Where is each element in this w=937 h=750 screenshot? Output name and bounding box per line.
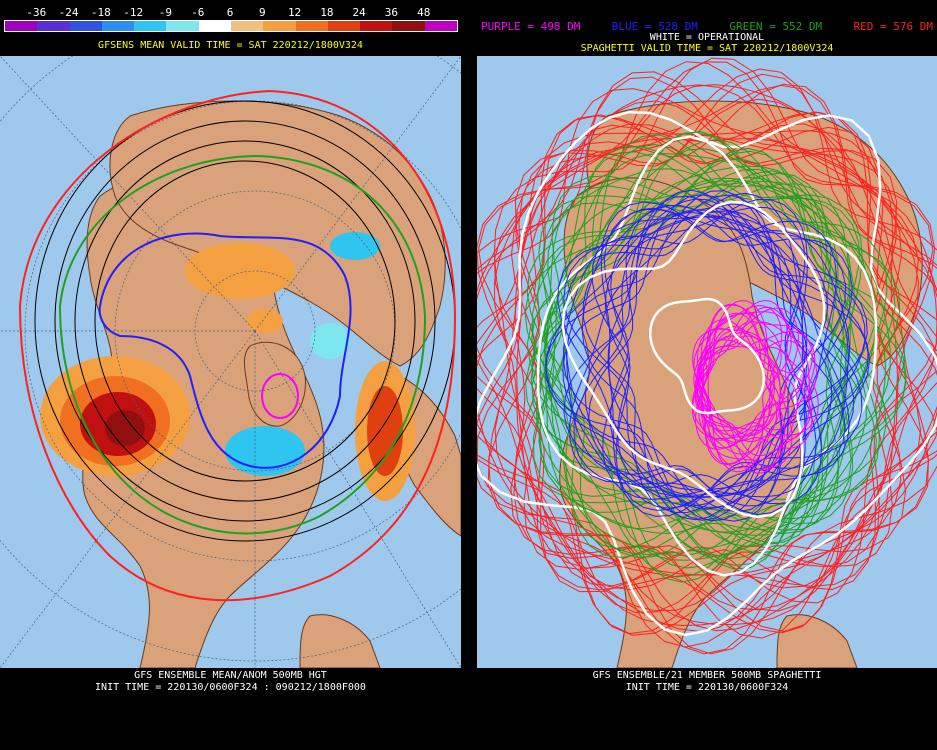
contour-498-member	[699, 339, 813, 449]
contour-576-red	[18, 89, 457, 602]
contour-498-member	[693, 312, 781, 473]
scale-tick-label: 36	[384, 6, 399, 19]
left-footer-line1: GFS ENSEMBLE MEAN/ANOM 500MB HGT	[134, 670, 327, 681]
panel-divider	[461, 0, 477, 750]
colorbar-swatch	[360, 21, 393, 31]
scale-tick-label: -6	[191, 6, 205, 19]
contour-576-member	[477, 61, 936, 593]
contour-498-member	[691, 304, 782, 455]
scale-tick-label: 9	[258, 6, 266, 19]
scale-tick-label: 12	[287, 6, 302, 19]
contour-528-blue	[98, 232, 352, 469]
contour-528-member	[562, 194, 822, 505]
contour-498-member	[701, 299, 788, 449]
legend-green: GREEN = 552 DM	[729, 20, 823, 33]
contour-498-member	[692, 311, 792, 440]
contour-498-member	[694, 321, 813, 432]
contour-498-member	[697, 339, 819, 443]
colorbar-swatch	[295, 21, 328, 31]
colorbar-swatch	[230, 21, 264, 31]
ensemble-mean-map	[0, 56, 461, 668]
contour-576-member	[477, 132, 937, 627]
left-title: GFSENS MEAN VALID TIME = SAT 220212/1800…	[98, 40, 363, 51]
contour-legend: PURPLE = 498 DM BLUE = 528 DM GREEN = 55…	[481, 20, 933, 33]
contour-552-green	[58, 154, 427, 535]
contour-528-member	[573, 210, 855, 495]
scale-tick-label: -36	[26, 6, 47, 19]
greenland-landmass	[243, 341, 306, 427]
contour-576-member	[493, 57, 937, 604]
right-footer-line1: GFS ENSEMBLE/21 MEMBER 500MB SPAGHETTI	[592, 670, 822, 681]
contour-528-member	[563, 198, 809, 522]
contour-576-member	[477, 61, 937, 591]
contour-576-member	[493, 84, 937, 611]
spaghetti-map	[477, 56, 937, 668]
contour-528-member	[545, 206, 807, 510]
scale-tick-label: -9	[158, 6, 173, 19]
contour-552-member	[538, 131, 888, 560]
contour-498-member	[694, 305, 783, 450]
operational-contour	[648, 297, 766, 415]
ensemble-mean-panel: -36 -24 -18 -12 -9 -6 6 9 12 18 24 36 48 GFSENS MEAN…	[0, 0, 461, 750]
spaghetti-member-lines	[477, 57, 937, 655]
spaghetti-panel: PURPLE = 498 DM BLUE = 528 DM GREEN = 55…	[477, 0, 937, 750]
scale-tick-label: 24	[352, 6, 366, 19]
contour-552-member	[541, 168, 854, 558]
contour-498-purple	[261, 373, 299, 419]
right-map-svg	[477, 56, 937, 668]
colorbar-swatch	[5, 21, 38, 31]
contour-552-member	[531, 150, 906, 569]
right-subtitle: WHITE = OPERATIONAL	[649, 32, 765, 43]
contour-528-member	[591, 216, 868, 498]
contour-498-member	[696, 327, 793, 468]
scale-tick-label: -12	[123, 6, 144, 19]
siberia-ridge-anomaly	[185, 243, 295, 299]
scale-tick-label: 48	[417, 6, 431, 19]
contour-528-member	[566, 190, 808, 515]
scale-tick-label: -18	[90, 6, 111, 19]
contour-528-member	[563, 216, 847, 498]
operational-contour	[477, 110, 937, 637]
eurasia-landmass	[109, 100, 446, 367]
contour-576-member	[477, 100, 922, 636]
contour-528-member	[584, 195, 850, 509]
contour-528-member	[600, 201, 851, 521]
colorbar-swatch	[198, 21, 231, 31]
colorbar-swatch	[327, 21, 361, 31]
contour-498-member	[693, 312, 778, 466]
height-contours	[34, 100, 456, 542]
legend-purple: PURPLE = 498 DM	[481, 20, 581, 33]
anomaly-colorbar	[4, 20, 458, 32]
colorbar-swatch	[69, 21, 102, 31]
contour-576-member	[516, 73, 937, 633]
right-title: SPAGHETTI VALID TIME = SAT 220212/1800V3…	[580, 43, 834, 54]
scale-tick-label: 18	[320, 6, 334, 19]
contour-498-member	[707, 335, 810, 441]
contour-576-member	[477, 114, 930, 655]
colorbar-swatch	[37, 21, 70, 31]
colorbar-swatch	[424, 21, 457, 31]
colorbar-swatch	[166, 21, 199, 31]
contour-498-member	[698, 307, 799, 441]
operational-contour	[561, 200, 826, 519]
contour-576-member	[477, 84, 934, 591]
left-footer-line2: INIT TIME = 220130/0600F324 : 090212/180…	[95, 682, 366, 693]
scale-tick-label: 6	[226, 6, 234, 19]
right-footer-line2: INIT TIME = 220130/0600F324	[625, 682, 789, 693]
left-map-svg	[0, 56, 461, 668]
colorbar-swatch	[392, 21, 425, 31]
contour-528-member	[581, 207, 837, 521]
colorbar-swatch	[263, 21, 296, 31]
contour-576-member	[478, 84, 937, 588]
legend-blue: BLUE = 528 DM	[611, 20, 698, 33]
legend-red: RED = 576 DM	[853, 20, 933, 33]
contour-552-member	[543, 147, 887, 583]
contour-576-member	[477, 88, 919, 612]
scale-tick-label: -24	[58, 6, 79, 19]
contour-528-member	[557, 203, 829, 513]
colorbar-swatch	[101, 21, 135, 31]
colorbar-swatch	[134, 21, 167, 31]
contour-552-member	[544, 151, 851, 545]
